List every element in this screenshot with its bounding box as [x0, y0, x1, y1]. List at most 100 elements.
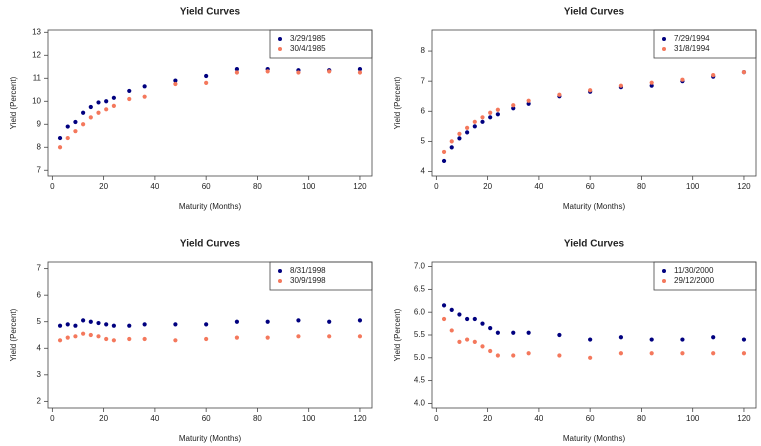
x-axis-label: Maturity (Months) — [179, 202, 242, 211]
x-tick-label: 60 — [586, 414, 595, 423]
data-point — [173, 322, 178, 327]
y-tick-label: 8 — [421, 46, 426, 55]
data-point — [457, 312, 462, 317]
y-tick-label: 6 — [37, 290, 42, 299]
data-point — [234, 66, 240, 72]
x-tick-label: 60 — [586, 182, 595, 191]
legend-box — [269, 261, 373, 291]
data-point — [441, 149, 447, 155]
data-point — [96, 100, 101, 105]
data-point — [511, 103, 516, 108]
data-point — [465, 130, 470, 135]
data-point — [88, 319, 93, 324]
data-point — [495, 112, 500, 117]
data-point — [327, 334, 332, 339]
data-point — [65, 135, 70, 141]
data-point — [588, 88, 593, 93]
y-tick-label: 4.5 — [414, 376, 426, 385]
legend-label: 30/9/1998 — [290, 276, 326, 285]
y-tick-label: 6 — [421, 106, 426, 115]
data-point — [127, 96, 132, 102]
y-tick-label: 5 — [37, 317, 42, 326]
data-point — [88, 332, 93, 338]
x-tick-label: 80 — [637, 414, 646, 423]
x-tick-label: 0 — [50, 414, 55, 423]
data-point — [173, 78, 178, 83]
data-point — [511, 106, 516, 111]
x-tick-label: 0 — [434, 414, 439, 423]
data-point — [457, 339, 462, 344]
legend-marker — [662, 279, 666, 283]
data-point — [327, 69, 332, 74]
legend-label: 31/8/1994 — [674, 44, 710, 53]
data-point — [57, 135, 63, 141]
y-tick-label: 11 — [33, 73, 42, 82]
data-point — [557, 92, 562, 97]
data-point — [741, 70, 747, 75]
data-point — [465, 337, 470, 342]
data-point — [111, 323, 116, 328]
data-point — [526, 98, 531, 103]
x-axis-label: Maturity (Months) — [563, 202, 626, 211]
y-tick-label: 9 — [37, 119, 42, 128]
y-tick-label: 13 — [32, 27, 41, 36]
data-point — [618, 351, 624, 356]
data-point — [472, 316, 477, 322]
x-tick-label: 120 — [737, 414, 751, 423]
data-point — [204, 322, 209, 327]
x-tick-label: 80 — [253, 414, 262, 423]
data-point — [557, 353, 562, 358]
legend-marker — [278, 269, 282, 273]
data-point — [142, 322, 147, 327]
y-tick-label: 3 — [37, 370, 42, 379]
data-point — [73, 323, 78, 328]
data-point — [142, 336, 147, 342]
data-point — [65, 124, 70, 129]
x-tick-label: 40 — [150, 414, 159, 423]
data-point — [265, 69, 270, 74]
y-tick-label: 5 — [421, 136, 426, 145]
data-point — [472, 119, 477, 124]
data-point — [488, 115, 493, 120]
data-point — [96, 320, 101, 326]
data-point — [441, 316, 447, 322]
data-point — [480, 321, 485, 326]
y-tick-label: 2 — [37, 396, 42, 405]
x-tick-label: 60 — [202, 182, 211, 191]
data-point — [618, 83, 624, 88]
data-point — [111, 95, 116, 100]
data-point — [142, 94, 147, 99]
data-point — [711, 335, 716, 340]
x-tick-label: 20 — [483, 182, 492, 191]
y-tick-label: 4 — [421, 167, 426, 176]
data-point — [73, 129, 78, 134]
data-point — [680, 351, 685, 356]
data-point — [204, 336, 209, 342]
data-point — [204, 80, 209, 85]
y-axis-label: Yield (Percent) — [393, 76, 402, 129]
x-tick-label: 60 — [202, 414, 211, 423]
y-tick-label: 10 — [32, 96, 41, 105]
x-tick-label: 40 — [150, 182, 159, 191]
data-point — [680, 77, 685, 82]
data-point — [449, 307, 454, 313]
data-point — [81, 110, 86, 115]
x-tick-label: 100 — [302, 414, 316, 423]
legend-marker — [662, 37, 666, 41]
data-point — [65, 335, 70, 340]
data-point — [127, 336, 132, 342]
data-point — [357, 334, 363, 339]
x-tick-label: 20 — [483, 414, 492, 423]
data-point — [649, 351, 654, 356]
data-point — [265, 319, 270, 324]
data-point — [480, 115, 485, 120]
y-tick-label: 7 — [421, 76, 426, 85]
y-tick-label: 7 — [37, 165, 42, 174]
data-point — [81, 122, 86, 127]
legend-box — [653, 29, 757, 59]
legend-box — [269, 29, 373, 59]
data-point — [711, 73, 716, 78]
data-point — [649, 80, 654, 85]
data-point — [127, 323, 132, 328]
y-tick-label: 7 — [37, 264, 42, 273]
